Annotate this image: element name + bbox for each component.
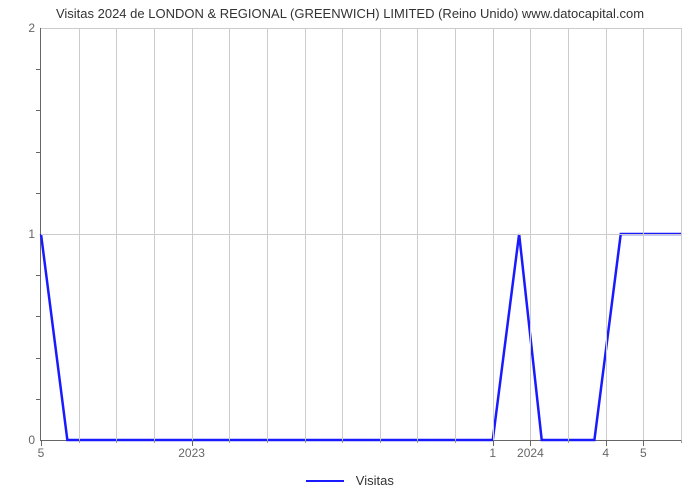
hgrid-line bbox=[41, 234, 681, 235]
y-minor-tick bbox=[36, 275, 41, 276]
x-tick-label: 2024 bbox=[517, 446, 544, 460]
vgrid-line bbox=[342, 28, 343, 440]
x-minor-tick bbox=[417, 440, 418, 443]
vgrid-line bbox=[154, 28, 155, 440]
y-minor-tick bbox=[36, 110, 41, 111]
vgrid-line bbox=[455, 28, 456, 440]
x-minor-tick bbox=[380, 440, 381, 443]
vgrid-line bbox=[229, 28, 230, 440]
hgrid-line bbox=[41, 28, 681, 29]
x-minor-tick bbox=[229, 440, 230, 443]
vgrid-line bbox=[606, 28, 607, 440]
vgrid-line bbox=[380, 28, 381, 440]
x-minor-tick bbox=[267, 440, 268, 443]
chart-title: Visitas 2024 de LONDON & REGIONAL (GREEN… bbox=[0, 6, 700, 21]
legend-swatch-line bbox=[306, 480, 344, 482]
y-tick-label: 2 bbox=[28, 21, 35, 35]
x-minor-tick bbox=[305, 440, 306, 443]
vgrid-line bbox=[493, 28, 494, 440]
y-minor-tick bbox=[36, 358, 41, 359]
x-minor-tick bbox=[342, 440, 343, 443]
y-tick-label: 1 bbox=[28, 227, 35, 241]
y-minor-tick bbox=[36, 316, 41, 317]
chart-legend: Visitas bbox=[0, 472, 700, 488]
legend-label: Visitas bbox=[356, 473, 394, 488]
vgrid-line bbox=[79, 28, 80, 440]
y-minor-tick bbox=[36, 193, 41, 194]
x-minor-tick bbox=[116, 440, 117, 443]
vgrid-line bbox=[417, 28, 418, 440]
x-tick-label: 1 bbox=[489, 446, 496, 460]
x-minor-tick bbox=[681, 440, 682, 443]
plot-area: 012520231202445 bbox=[40, 28, 681, 441]
y-tick-label: 0 bbox=[28, 433, 35, 447]
visits-line-chart: Visitas 2024 de LONDON & REGIONAL (GREEN… bbox=[0, 0, 700, 500]
x-minor-tick bbox=[79, 440, 80, 443]
x-minor-tick bbox=[154, 440, 155, 443]
vgrid-line bbox=[530, 28, 531, 440]
y-minor-tick bbox=[36, 152, 41, 153]
x-tick-label: 2023 bbox=[178, 446, 205, 460]
vgrid-line bbox=[116, 28, 117, 440]
vgrid-line bbox=[643, 28, 644, 440]
y-minor-tick bbox=[36, 399, 41, 400]
vgrid-line bbox=[305, 28, 306, 440]
vgrid-line bbox=[681, 28, 682, 440]
vgrid-line bbox=[267, 28, 268, 440]
x-tick-label: 4 bbox=[602, 446, 609, 460]
x-minor-tick bbox=[568, 440, 569, 443]
vgrid-line bbox=[192, 28, 193, 440]
x-tick-label: 5 bbox=[38, 446, 45, 460]
y-minor-tick bbox=[36, 69, 41, 70]
vgrid-line bbox=[568, 28, 569, 440]
x-minor-tick bbox=[455, 440, 456, 443]
x-tick-label: 5 bbox=[640, 446, 647, 460]
